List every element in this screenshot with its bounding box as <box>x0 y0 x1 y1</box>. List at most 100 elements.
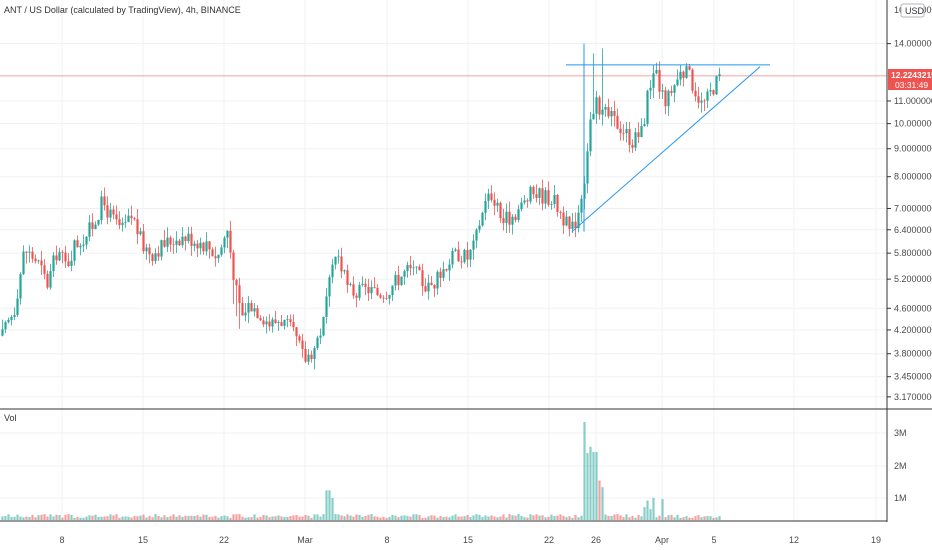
drawing-overlays <box>566 43 770 232</box>
candle-body <box>478 225 481 230</box>
volume-bar <box>634 517 637 520</box>
volume-bar <box>382 516 385 520</box>
candle-body <box>697 96 700 103</box>
candle-body <box>256 308 259 319</box>
price-axis[interactable]: 14.0000000 11.0000000 10.0000000 9.0000000 8… <box>887 39 932 402</box>
volume-bar <box>484 515 487 520</box>
volume-bar <box>616 514 619 520</box>
volume-bar <box>301 516 304 520</box>
candle-body <box>577 212 580 229</box>
candle-body <box>244 312 247 316</box>
volume-bar <box>691 517 694 520</box>
currency-button-frame[interactable] <box>900 3 925 18</box>
volume-bar <box>202 514 205 520</box>
volume-bar <box>22 517 25 520</box>
volume-bar <box>520 516 523 520</box>
candle-body <box>667 90 670 107</box>
volume-bar <box>649 509 652 520</box>
candle-body <box>715 76 718 95</box>
volume-bar <box>52 516 55 520</box>
volume-bar <box>322 514 325 520</box>
volume-bar <box>241 516 244 520</box>
volume-bar <box>643 507 646 520</box>
candle-body <box>412 267 415 269</box>
candle-body <box>112 209 115 215</box>
volume-bar <box>43 514 46 520</box>
candle-body <box>439 271 442 278</box>
candle-body <box>616 115 619 129</box>
candle-body <box>481 212 484 226</box>
price-tick-label: 10.0000000 <box>894 119 932 129</box>
volume-bar <box>133 516 136 520</box>
price-tick-label: 3.8000000 <box>894 349 932 359</box>
volume-bar <box>283 517 286 520</box>
volume-bar <box>190 515 193 520</box>
candle-body <box>574 221 577 229</box>
currency-label[interactable]: USD <box>905 6 925 16</box>
candle-body <box>424 286 427 292</box>
candle-body <box>391 285 394 296</box>
candle-body <box>88 222 91 237</box>
candle-body <box>310 354 313 360</box>
volume-bar <box>334 514 337 520</box>
volume-bar <box>256 517 259 520</box>
volume-bar <box>463 516 466 520</box>
volume-bar <box>700 517 703 520</box>
candle-body <box>445 269 448 271</box>
volume-bar <box>529 514 532 520</box>
volume-bar <box>502 514 505 520</box>
volume-axis: 3M 2M 1M <box>894 428 907 503</box>
volume-bar <box>142 514 145 520</box>
candle-body <box>61 252 64 253</box>
candle-body <box>535 194 538 198</box>
volume-bar <box>577 517 580 520</box>
volume-bar <box>379 517 382 520</box>
volume-bar <box>34 517 37 520</box>
last-price-value: 12.2243215 <box>891 70 932 80</box>
volume-bar <box>223 515 226 520</box>
candle-body <box>205 241 208 252</box>
volume-bar <box>550 514 553 520</box>
candle-body <box>202 242 205 252</box>
volume-bar <box>55 514 58 520</box>
volume-bar <box>37 515 40 520</box>
candle-body <box>664 90 667 107</box>
currency-button[interactable]: USD <box>900 3 925 18</box>
candle-body <box>217 254 220 259</box>
volume-bar <box>244 517 247 520</box>
volume-bar <box>217 517 220 520</box>
volume-bar <box>448 517 451 520</box>
candle-body <box>595 97 598 114</box>
volume-bar <box>421 517 424 520</box>
volume-bar <box>610 515 613 520</box>
candle-body <box>358 284 361 298</box>
volume-bar <box>10 516 13 520</box>
volume-bar <box>589 446 592 520</box>
candle-body <box>271 319 274 327</box>
volume-bar <box>469 517 472 520</box>
candle-body <box>673 85 676 93</box>
candle-body <box>37 260 40 262</box>
volume-bar <box>541 515 544 520</box>
volume-bar <box>454 514 457 520</box>
time-axis[interactable]: 8 15 22 Mar 8 15 22 26 Apr 5 12 19 <box>59 535 881 545</box>
volume-bar <box>688 517 691 520</box>
candle-body <box>301 340 304 349</box>
volume-bar <box>1 516 4 520</box>
volume-bar <box>109 514 112 520</box>
candle-body <box>109 209 112 218</box>
price-tick-label: 9.0000000 <box>894 144 932 154</box>
candle-body <box>610 110 613 117</box>
candle-body <box>565 216 568 226</box>
volume-bar <box>58 515 61 520</box>
candle-body <box>526 200 529 202</box>
volume-bar <box>73 517 76 520</box>
volume-bar <box>181 516 184 520</box>
candle-body <box>349 284 352 286</box>
volume-bar <box>154 514 157 520</box>
volume-bar <box>304 515 307 520</box>
volume-bar <box>136 516 139 520</box>
volume-bar <box>211 516 214 520</box>
